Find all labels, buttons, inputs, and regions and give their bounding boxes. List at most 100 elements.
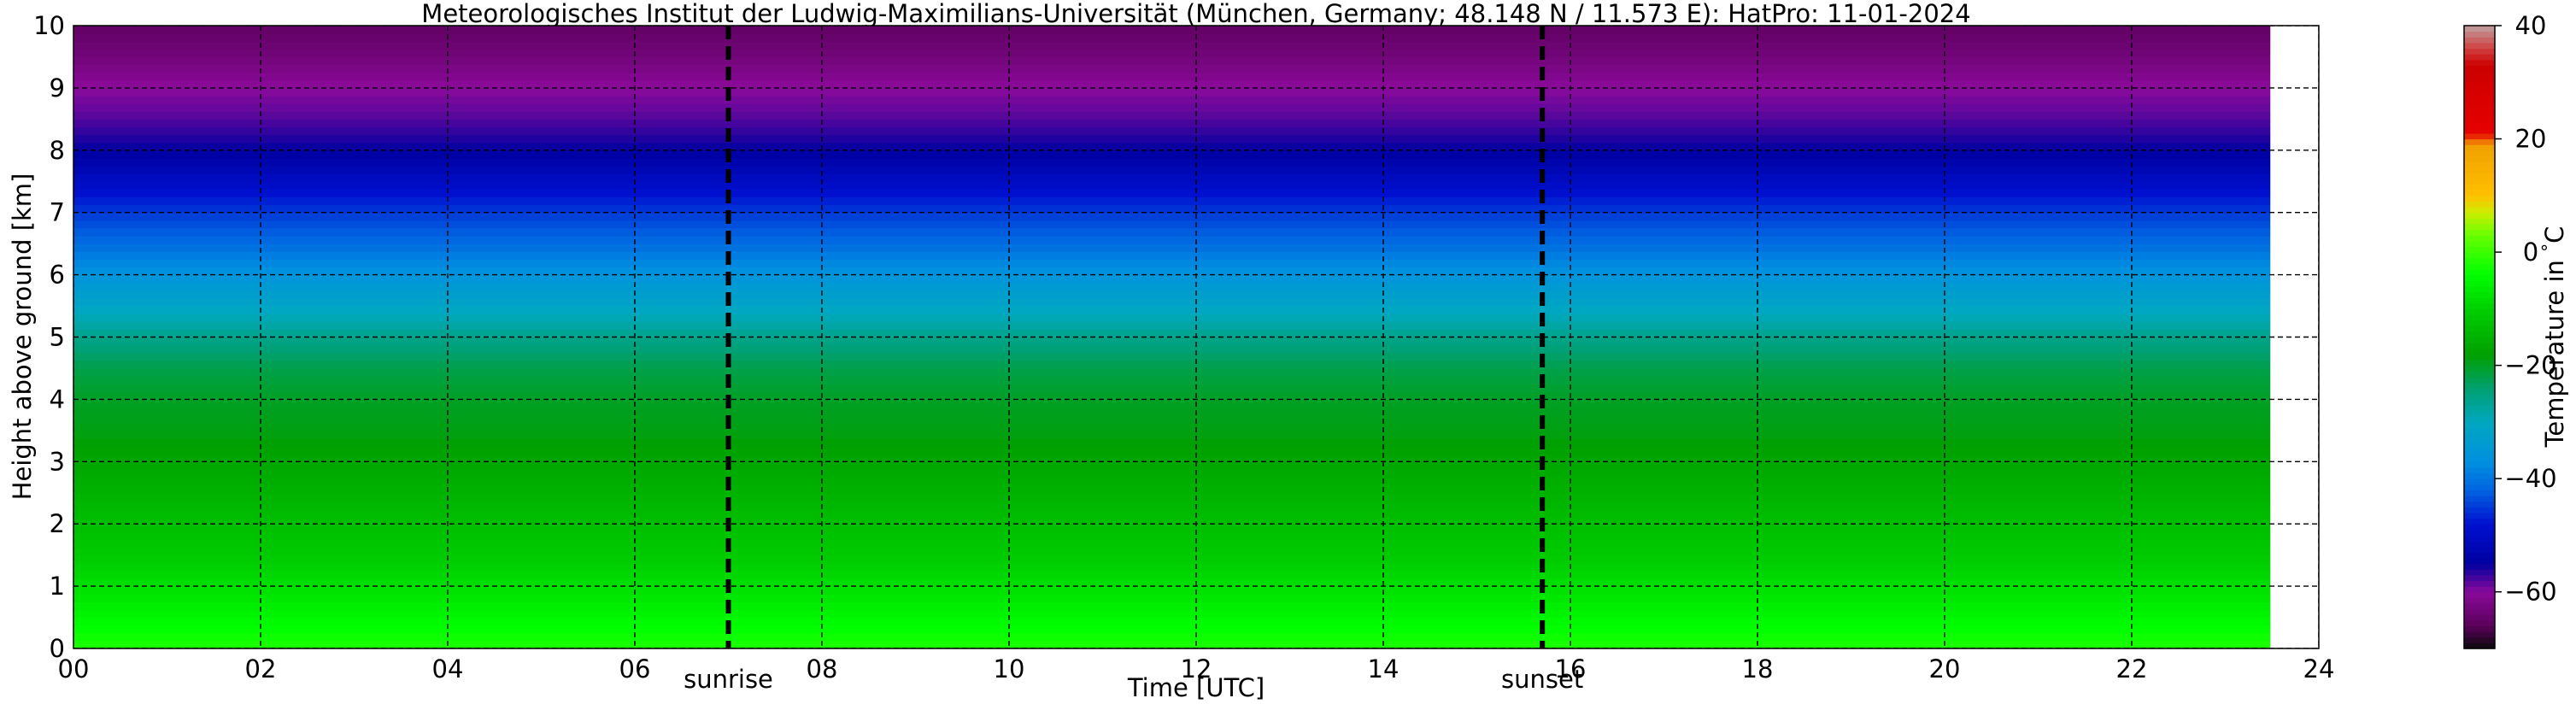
colorbar-step xyxy=(2464,343,2495,349)
y-tick-label: 2 xyxy=(50,509,65,538)
heatmap-band xyxy=(73,422,2273,431)
temperature-heatmap xyxy=(73,26,2273,648)
heatmap-band xyxy=(73,562,2273,572)
colorbar-step xyxy=(2464,382,2495,389)
heatmap-band xyxy=(73,96,2273,104)
y-tick-label: 1 xyxy=(50,572,65,601)
colorbar-step xyxy=(2464,93,2495,100)
heatmap-band xyxy=(73,111,2273,120)
colorbar-step xyxy=(2464,529,2495,537)
heatmap-band xyxy=(73,227,2273,237)
x-tick-label: 06 xyxy=(619,654,651,683)
heatmap-band xyxy=(73,204,2273,214)
colorbar-step xyxy=(2464,642,2495,649)
heatmap-band xyxy=(73,314,2273,322)
colorbar-step xyxy=(2464,99,2495,106)
heatmap-band xyxy=(73,290,2273,299)
heatmap-band xyxy=(73,41,2273,50)
heatmap-band xyxy=(73,173,2273,182)
colorbar-step xyxy=(2464,608,2495,615)
colorbar-step xyxy=(2464,190,2495,197)
colorbar-step xyxy=(2464,252,2495,259)
heatmap-band xyxy=(73,586,2273,595)
y-tick-label: 3 xyxy=(50,447,65,476)
colorbar-step xyxy=(2464,563,2495,570)
x-tick-label: 20 xyxy=(1929,654,1961,683)
colorbar-label: Temperature in °C xyxy=(2538,226,2569,449)
colorbar-step xyxy=(2464,586,2495,593)
sunrise-label: sunrise xyxy=(684,665,773,694)
colorbar-step xyxy=(2464,331,2495,338)
colorbar-step xyxy=(2464,501,2495,507)
colorbar-step xyxy=(2464,71,2495,78)
colorbar-step xyxy=(2464,472,2495,479)
colorbar-step xyxy=(2464,557,2495,565)
heatmap-band xyxy=(73,166,2273,174)
colorbar-step xyxy=(2464,631,2495,638)
plot-area xyxy=(73,26,2319,648)
colorbar-step xyxy=(2464,421,2495,429)
colorbar-step xyxy=(2464,541,2495,548)
heatmap-band xyxy=(73,516,2273,525)
x-axis-ticks: 00 02 04 06 08 10 12 14 16 18 20 22 24 xyxy=(58,654,2335,683)
colorbar-step xyxy=(2464,291,2495,298)
colorbar-step xyxy=(2464,285,2495,293)
colorbar-step xyxy=(2464,302,2495,309)
heatmap-band xyxy=(73,282,2273,291)
colorbar-step xyxy=(2464,178,2495,185)
colorbar-step xyxy=(2464,416,2495,423)
heatmap-band xyxy=(73,150,2273,159)
colorbar-step xyxy=(2464,348,2495,355)
heatmap-band xyxy=(73,157,2273,167)
heatmap-band xyxy=(73,391,2273,400)
colorbar-step xyxy=(2464,354,2495,361)
colorbar-step xyxy=(2464,263,2495,270)
heatmap-band xyxy=(73,469,2273,478)
grid-lines xyxy=(73,26,2319,648)
colorbar-step xyxy=(2464,388,2495,395)
colorbar-step xyxy=(2464,466,2495,474)
colorbar-step xyxy=(2464,371,2495,378)
colorbar-step xyxy=(2464,478,2495,485)
colorbar-tick-label: −20 xyxy=(2504,351,2556,380)
colorbar-step xyxy=(2464,455,2495,462)
x-axis-label: Time [UTC] xyxy=(1127,673,1265,702)
sun-marker-labels: sunrise sunset xyxy=(684,665,1583,694)
heatmap-band xyxy=(73,570,2273,579)
colorbar-step xyxy=(2464,591,2495,598)
colorbar-step xyxy=(2464,268,2495,276)
heatmap-band xyxy=(73,640,2273,648)
colorbar-step xyxy=(2464,37,2495,44)
heatmap-band xyxy=(73,461,2273,471)
colorbar-step xyxy=(2464,31,2495,38)
y-tick-label: 8 xyxy=(50,136,65,165)
heatmap-band xyxy=(73,236,2273,244)
heatmap-band xyxy=(73,547,2273,556)
colorbar-step xyxy=(2464,314,2495,321)
colorbar-step xyxy=(2464,405,2495,412)
heatmap-band xyxy=(73,484,2273,494)
colorbar-step xyxy=(2464,326,2495,332)
heatmap-band xyxy=(73,500,2273,509)
heatmap-band xyxy=(73,212,2273,221)
colorbar-step xyxy=(2464,535,2495,542)
colorbar-step xyxy=(2464,144,2495,151)
heatmap-band xyxy=(73,267,2273,276)
colorbar-step xyxy=(2464,450,2495,457)
y-tick-label: 7 xyxy=(50,198,65,227)
heatmap-band xyxy=(73,337,2273,346)
heatmap-band xyxy=(73,507,2273,517)
colorbar-step xyxy=(2464,393,2495,400)
heatmap-band xyxy=(73,49,2273,58)
colorbar-step xyxy=(2464,308,2495,315)
heatmap-band xyxy=(73,384,2273,392)
heatmap-band xyxy=(73,360,2273,369)
colorbar-step xyxy=(2464,461,2495,468)
colorbar-tick-label: 0 xyxy=(2523,238,2538,267)
colorbar: 40 20 0 −20 −40 −60 Temperature in °C xyxy=(2463,11,2569,649)
heatmap-band xyxy=(73,56,2273,66)
heatmap-band xyxy=(73,625,2273,634)
heatmap-band xyxy=(73,251,2273,260)
heatmap-band xyxy=(73,26,2273,34)
colorbar-step xyxy=(2464,184,2495,191)
